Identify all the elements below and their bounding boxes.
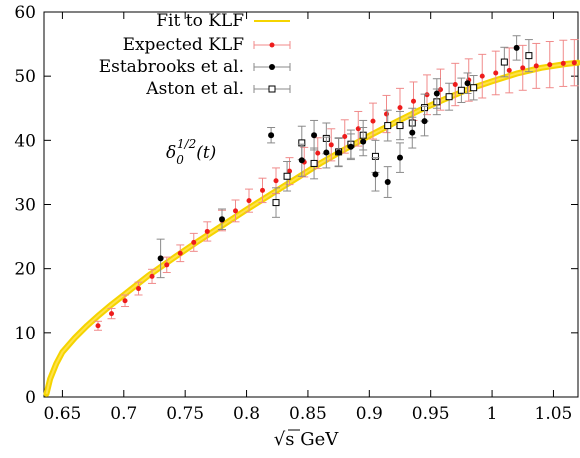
x-tick-label: 1 [487,404,498,424]
expected-point [560,60,566,66]
aston-point [500,58,508,66]
y-tick-label: 30 [14,196,36,216]
expected-point [315,150,321,156]
x-tick-label: 0.95 [412,404,450,424]
legend-label: Estabrooks et al. [99,57,244,77]
aston-point [457,86,465,94]
estabrooks-point [397,154,403,161]
expected-point [571,60,577,66]
aston-point [445,93,453,101]
expected-point [370,118,376,124]
estabrooks-point [323,149,330,156]
legend-label: Expected KLF [123,35,245,55]
estabrooks-point [513,44,520,51]
expected-point [109,311,115,317]
points-layer [94,35,579,331]
x-tick-label: 0.9 [356,404,383,424]
x-axis-label: √s GeV [274,429,339,450]
aston-point [272,199,280,207]
expected-point [177,250,183,256]
aston-point [310,159,318,167]
fit-curve-line [45,61,579,395]
expected-point [246,198,252,204]
y-tick-label: 0 [25,388,36,408]
estabrooks-point [335,149,342,156]
expected-point [149,273,155,279]
expected-point [506,67,512,73]
estabrooks-point [433,90,440,97]
x-tick-label: 0.75 [166,404,204,424]
aston-point [384,122,392,130]
estabrooks-point [421,118,428,125]
expected-point [411,98,417,104]
expected-point [383,111,389,117]
expected-point [287,168,293,174]
expected-point [493,70,499,76]
fit-curve-layer [43,59,580,397]
aston-point [470,84,478,92]
expected-point [233,208,239,214]
aston-point [396,122,404,130]
y-tick-label: 10 [14,324,36,344]
delta-annotation: δ0 1/2(t) [166,137,216,167]
x-tick-label: 0.7 [110,404,137,424]
fit-curve-band [43,59,580,397]
y-tick-label: 50 [14,67,36,87]
estabrooks-point [360,138,367,145]
expected-point [191,239,197,245]
estabrooks-point [311,132,318,139]
estabrooks-point [219,216,225,223]
x-tick-label: 0.65 [43,404,81,424]
legend-marker-estabrooks [269,64,275,70]
expected-point [342,133,348,139]
expected-point [533,63,539,69]
y-tick-label: 40 [14,131,36,151]
estabrooks-point [268,132,275,139]
legend-label: Aston et al. [145,79,244,99]
expected-point [164,262,170,268]
expected-point [122,298,128,304]
estabrooks-point [409,129,416,136]
expected-point [95,323,101,329]
x-tick-label: 1.05 [535,404,573,424]
estabrooks-point [464,80,471,87]
x-tick-label: 0.8 [233,404,260,424]
estabrooks-point [384,179,391,186]
expected-point [397,105,403,111]
annotation-base: δ [166,143,176,163]
annotation-superscript: 1/2 [177,137,196,151]
expected-point [520,65,526,71]
y-tick-label: 60 [14,3,36,23]
legend-marker-aston [268,85,276,93]
expected-point [438,87,444,93]
axes: 0.65 0.7 0.75 0.8 0.85 0.9 0.95 1 1.05 0 10 20 30 40 5… [14,3,579,450]
legend-label: Fit to KLF [156,11,244,31]
estabrooks-point [157,255,164,262]
expected-point [204,228,210,234]
aston-point [283,172,291,180]
expected-point [547,62,553,68]
expected-point [479,73,485,79]
legend-marker-expected [269,42,275,48]
y-tick-label: 20 [14,260,36,280]
aston-point [525,52,533,60]
expected-point [136,286,142,292]
expected-point [328,142,334,148]
expected-point [273,178,279,184]
expected-point [452,82,458,88]
annotation-subscript: 0 [176,153,184,167]
x-tick-label: 0.85 [289,404,327,424]
expected-point [260,187,266,193]
annotation-argument: (t) [196,143,216,163]
estabrooks-point [372,171,379,178]
estabrooks-point [298,157,305,164]
expected-point [424,92,430,98]
estabrooks-point [347,143,354,150]
